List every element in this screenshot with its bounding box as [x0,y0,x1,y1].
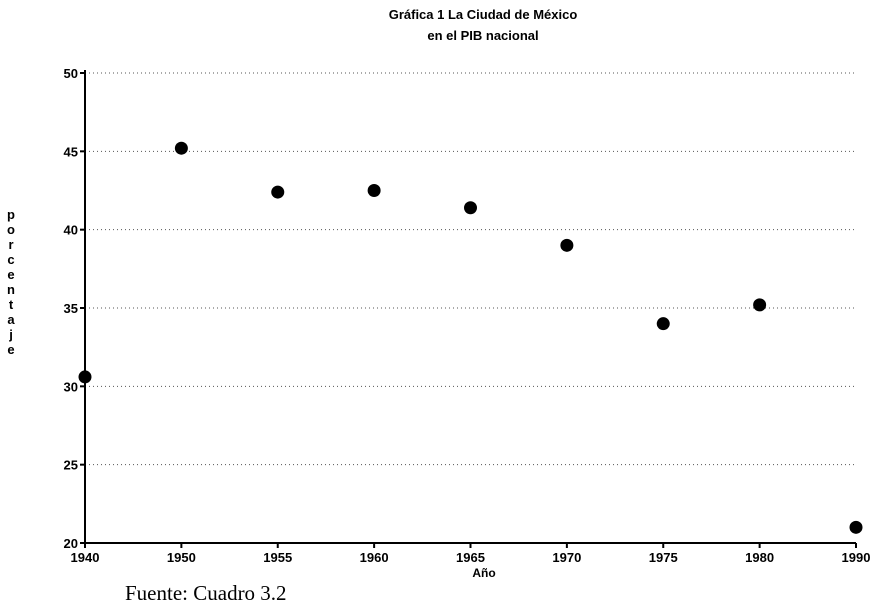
y-axis-title-char: o [7,222,15,237]
data-points [78,141,863,534]
x-tick-label: 1940 [71,550,100,565]
y-axis-title-char: p [7,207,15,222]
data-point-1975 [656,317,670,331]
y-axis-title-char: n [7,282,15,297]
y-tick-label: 30 [64,379,78,394]
y-tick-label: 20 [64,536,78,551]
gridlines [85,72,856,466]
y-tick-label: 50 [64,66,78,81]
x-tick-label: 1960 [360,550,389,565]
x-tick-label: 1980 [745,550,774,565]
y-axis-title-char: t [9,297,14,312]
y-tick-label: 25 [64,458,78,473]
y-axis-title-char: a [7,312,15,327]
data-point-1955 [271,185,285,199]
y-axis-title-char: j [8,327,13,342]
x-ticks: 1940 1950 1955 1960 1965 1970 1975 1980 1990 [71,543,871,565]
y-axis-title-char: r [8,237,13,252]
chart-title-line-2: en el PIB nacional [427,28,538,43]
x-tick-label: 1990 [842,550,871,565]
data-point-1980 [753,298,767,312]
data-point-1990 [849,520,863,534]
x-axis-title: Año [472,566,495,580]
chart-title-line-1: Gráfica 1 La Ciudad de México [389,7,578,22]
y-axis-title-char: e [7,342,14,357]
y-axis-title-char: e [7,267,14,282]
y-tick-label: 40 [64,223,78,238]
x-tick-label: 1950 [167,550,196,565]
x-tick-label: 1970 [552,550,581,565]
y-tick-label: 45 [64,144,78,159]
data-point-1950 [174,141,188,155]
data-point-1965 [464,201,477,215]
y-tick-label: 35 [64,301,78,316]
x-tick-label: 1965 [456,550,485,565]
data-point-1970 [560,238,574,252]
source-note: Fuente: Cuadro 3.2 [125,581,287,605]
data-point-1960 [367,184,381,197]
x-tick-label: 1955 [263,550,292,565]
data-point-1940 [78,370,92,384]
y-axis-title-char: c [7,252,14,267]
y-ticks: 20 25 30 35 40 45 50 [64,66,85,551]
x-tick-label: 1975 [649,550,678,565]
